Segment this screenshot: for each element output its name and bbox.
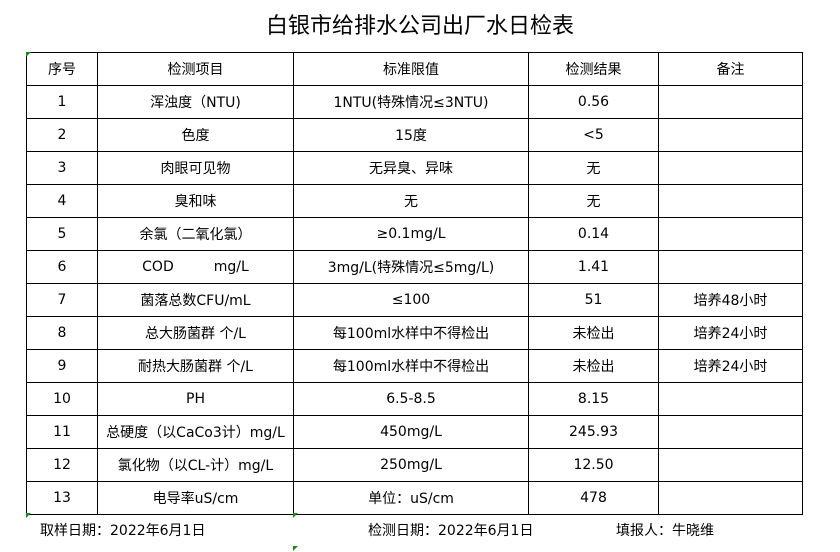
cell-standard[interactable]: 每100ml水样中不得检出 (293, 349, 529, 383)
cell-standard[interactable]: 15度 (293, 118, 529, 152)
cell-standard[interactable]: 450mg/L (293, 415, 529, 449)
table-row: 11 总硬度（以CaCo3计）mg/L 450mg/L 245.93 (26, 415, 803, 449)
cell-result[interactable]: 未检出 (528, 316, 659, 350)
cell-standard[interactable]: 无异臭、异味 (293, 151, 529, 185)
cell-result[interactable]: 12.50 (528, 448, 659, 482)
cell-result[interactable]: 245.93 (528, 415, 659, 449)
page-title: 白银市给排水公司出厂水日检表 (265, 14, 574, 39)
cell-index[interactable]: 11 (26, 415, 98, 449)
cell-index[interactable]: 2 (26, 118, 98, 152)
cell-standard[interactable]: 3mg/L(特殊情况≤5mg/L) (293, 250, 529, 284)
table-row: 7 菌落总数CFU/mL ≤100 51 培养48小时 (26, 283, 803, 317)
cell-item[interactable]: 浑浊度（NTU) (97, 85, 294, 119)
cell-standard[interactable]: ≤100 (293, 283, 529, 317)
inspection-table: 序号 检测项目 标准限值 检测结果 备注 1 浑浊度（NTU) 1NTU(特殊情况≤3NTU)… (26, 52, 803, 515)
cell-index[interactable]: 4 (26, 184, 98, 218)
cell-remark[interactable] (658, 217, 803, 251)
table-row: 5 余氯（二氧化氯） ≥0.1mg/L 0.14 (26, 217, 803, 251)
cell-index[interactable]: 13 (26, 481, 98, 515)
header-index: 序号 (26, 52, 98, 86)
cell-marker-icon (293, 513, 298, 518)
cell-item[interactable]: 余氯（二氧化氯） (97, 217, 294, 251)
cell-result[interactable]: 8.15 (528, 382, 659, 416)
cell-standard[interactable]: 250mg/L (293, 448, 529, 482)
cell-item[interactable]: 菌落总数CFU/mL (97, 283, 294, 317)
header-result: 检测结果 (528, 52, 659, 86)
cell-item[interactable]: 臭和味 (97, 184, 294, 218)
cell-result[interactable]: 0.56 (528, 85, 659, 119)
filler-name: 填报人：牛晓维 (616, 523, 714, 539)
cell-remark[interactable] (658, 415, 803, 449)
cell-remark[interactable] (658, 481, 803, 515)
cell-standard[interactable]: 单位：uS/cm (293, 481, 529, 515)
cell-index[interactable]: 8 (26, 316, 98, 350)
cell-remark[interactable]: 培养48小时 (658, 283, 803, 317)
table-row: 13 电导率uS/cm 单位：uS/cm 478 (26, 481, 803, 515)
cell-item[interactable]: 总硬度（以CaCo3计）mg/L (97, 415, 294, 449)
cell-marker-icon (26, 513, 31, 518)
sampling-date: 取样日期：2022年6月1日 (40, 523, 206, 539)
cell-item[interactable]: 色度 (97, 118, 294, 152)
table-row: 4 臭和味无无 (26, 184, 803, 218)
cell-remark[interactable] (658, 85, 803, 119)
cell-standard[interactable]: 无 (293, 184, 529, 218)
table-row: 1 浑浊度（NTU) 1NTU(特殊情况≤3NTU) 0.56 (26, 85, 803, 119)
cell-index[interactable]: 6 (26, 250, 98, 284)
cell-item[interactable]: 氯化物（以CL-计）mg/L (97, 448, 294, 482)
header-row: 序号 检测项目 标准限值 检测结果 备注 (26, 52, 803, 86)
cell-remark[interactable] (658, 382, 803, 416)
header-standard: 标准限值 (293, 52, 529, 86)
cell-item[interactable]: COD mg/L (97, 250, 294, 284)
table-row: 3 肉眼可见物 无异臭、异味无 (26, 151, 803, 185)
cell-standard[interactable]: ≥0.1mg/L (293, 217, 529, 251)
cell-standard[interactable]: 6.5-8.5 (293, 382, 529, 416)
cell-index[interactable]: 12 (26, 448, 98, 482)
table-row: 8 总大肠菌群 个/L 每100ml水样中不得检出 未检出 培养24小时 (26, 316, 803, 350)
cell-remark[interactable] (658, 184, 803, 218)
cell-result[interactable]: 0.14 (528, 217, 659, 251)
cell-result[interactable]: 无 (528, 151, 659, 185)
cell-result[interactable]: 无 (528, 184, 659, 218)
header-item: 检测项目 (97, 52, 294, 86)
table-row: 6 COD mg/L 3mg/L(特殊情况≤5mg/L) 1.41 (26, 250, 803, 284)
cell-item[interactable]: PH (97, 382, 294, 416)
table-row: 12 氯化物（以CL-计）mg/L 250mg/L 12.50 (26, 448, 803, 482)
cell-result[interactable]: <5 (528, 118, 659, 152)
cell-index[interactable]: 10 (26, 382, 98, 416)
cell-index[interactable]: 1 (26, 85, 98, 119)
cell-marker-icon (293, 546, 298, 551)
cell-result[interactable]: 1.41 (528, 250, 659, 284)
cell-index[interactable]: 7 (26, 283, 98, 317)
cell-remark[interactable] (658, 448, 803, 482)
cell-remark[interactable] (658, 151, 803, 185)
cell-item[interactable]: 肉眼可见物 (97, 151, 294, 185)
cell-result[interactable]: 51 (528, 283, 659, 317)
cell-standard[interactable]: 每100ml水样中不得检出 (293, 316, 529, 350)
table-row: 2 色度 15度 <5 (26, 118, 803, 152)
cell-item[interactable]: 总大肠菌群 个/L (97, 316, 294, 350)
cell-standard[interactable]: 1NTU(特殊情况≤3NTU) (293, 85, 529, 119)
cell-item[interactable]: 耐热大肠菌群 个/L (97, 349, 294, 383)
header-remark: 备注 (658, 52, 803, 86)
table-row: 9 耐热大肠菌群 个/L 每100ml水样中不得检出 未检出 培养24小时 (26, 349, 803, 383)
cell-index[interactable]: 9 (26, 349, 98, 383)
cell-remark[interactable] (658, 118, 803, 152)
cell-index[interactable]: 5 (26, 217, 98, 251)
cell-index[interactable]: 3 (26, 151, 98, 185)
testing-date: 检测日期：2022年6月1日 (368, 523, 534, 539)
cell-result[interactable]: 478 (528, 481, 659, 515)
cell-remark[interactable]: 培养24小时 (658, 316, 803, 350)
cell-remark[interactable] (658, 250, 803, 284)
cell-item[interactable]: 电导率uS/cm (97, 481, 294, 515)
cell-result[interactable]: 未检出 (528, 349, 659, 383)
cell-remark[interactable]: 培养24小时 (658, 349, 803, 383)
table-row: 10 PH 6.5-8.5 8.15 (26, 382, 803, 416)
cell-marker-icon (26, 52, 31, 57)
